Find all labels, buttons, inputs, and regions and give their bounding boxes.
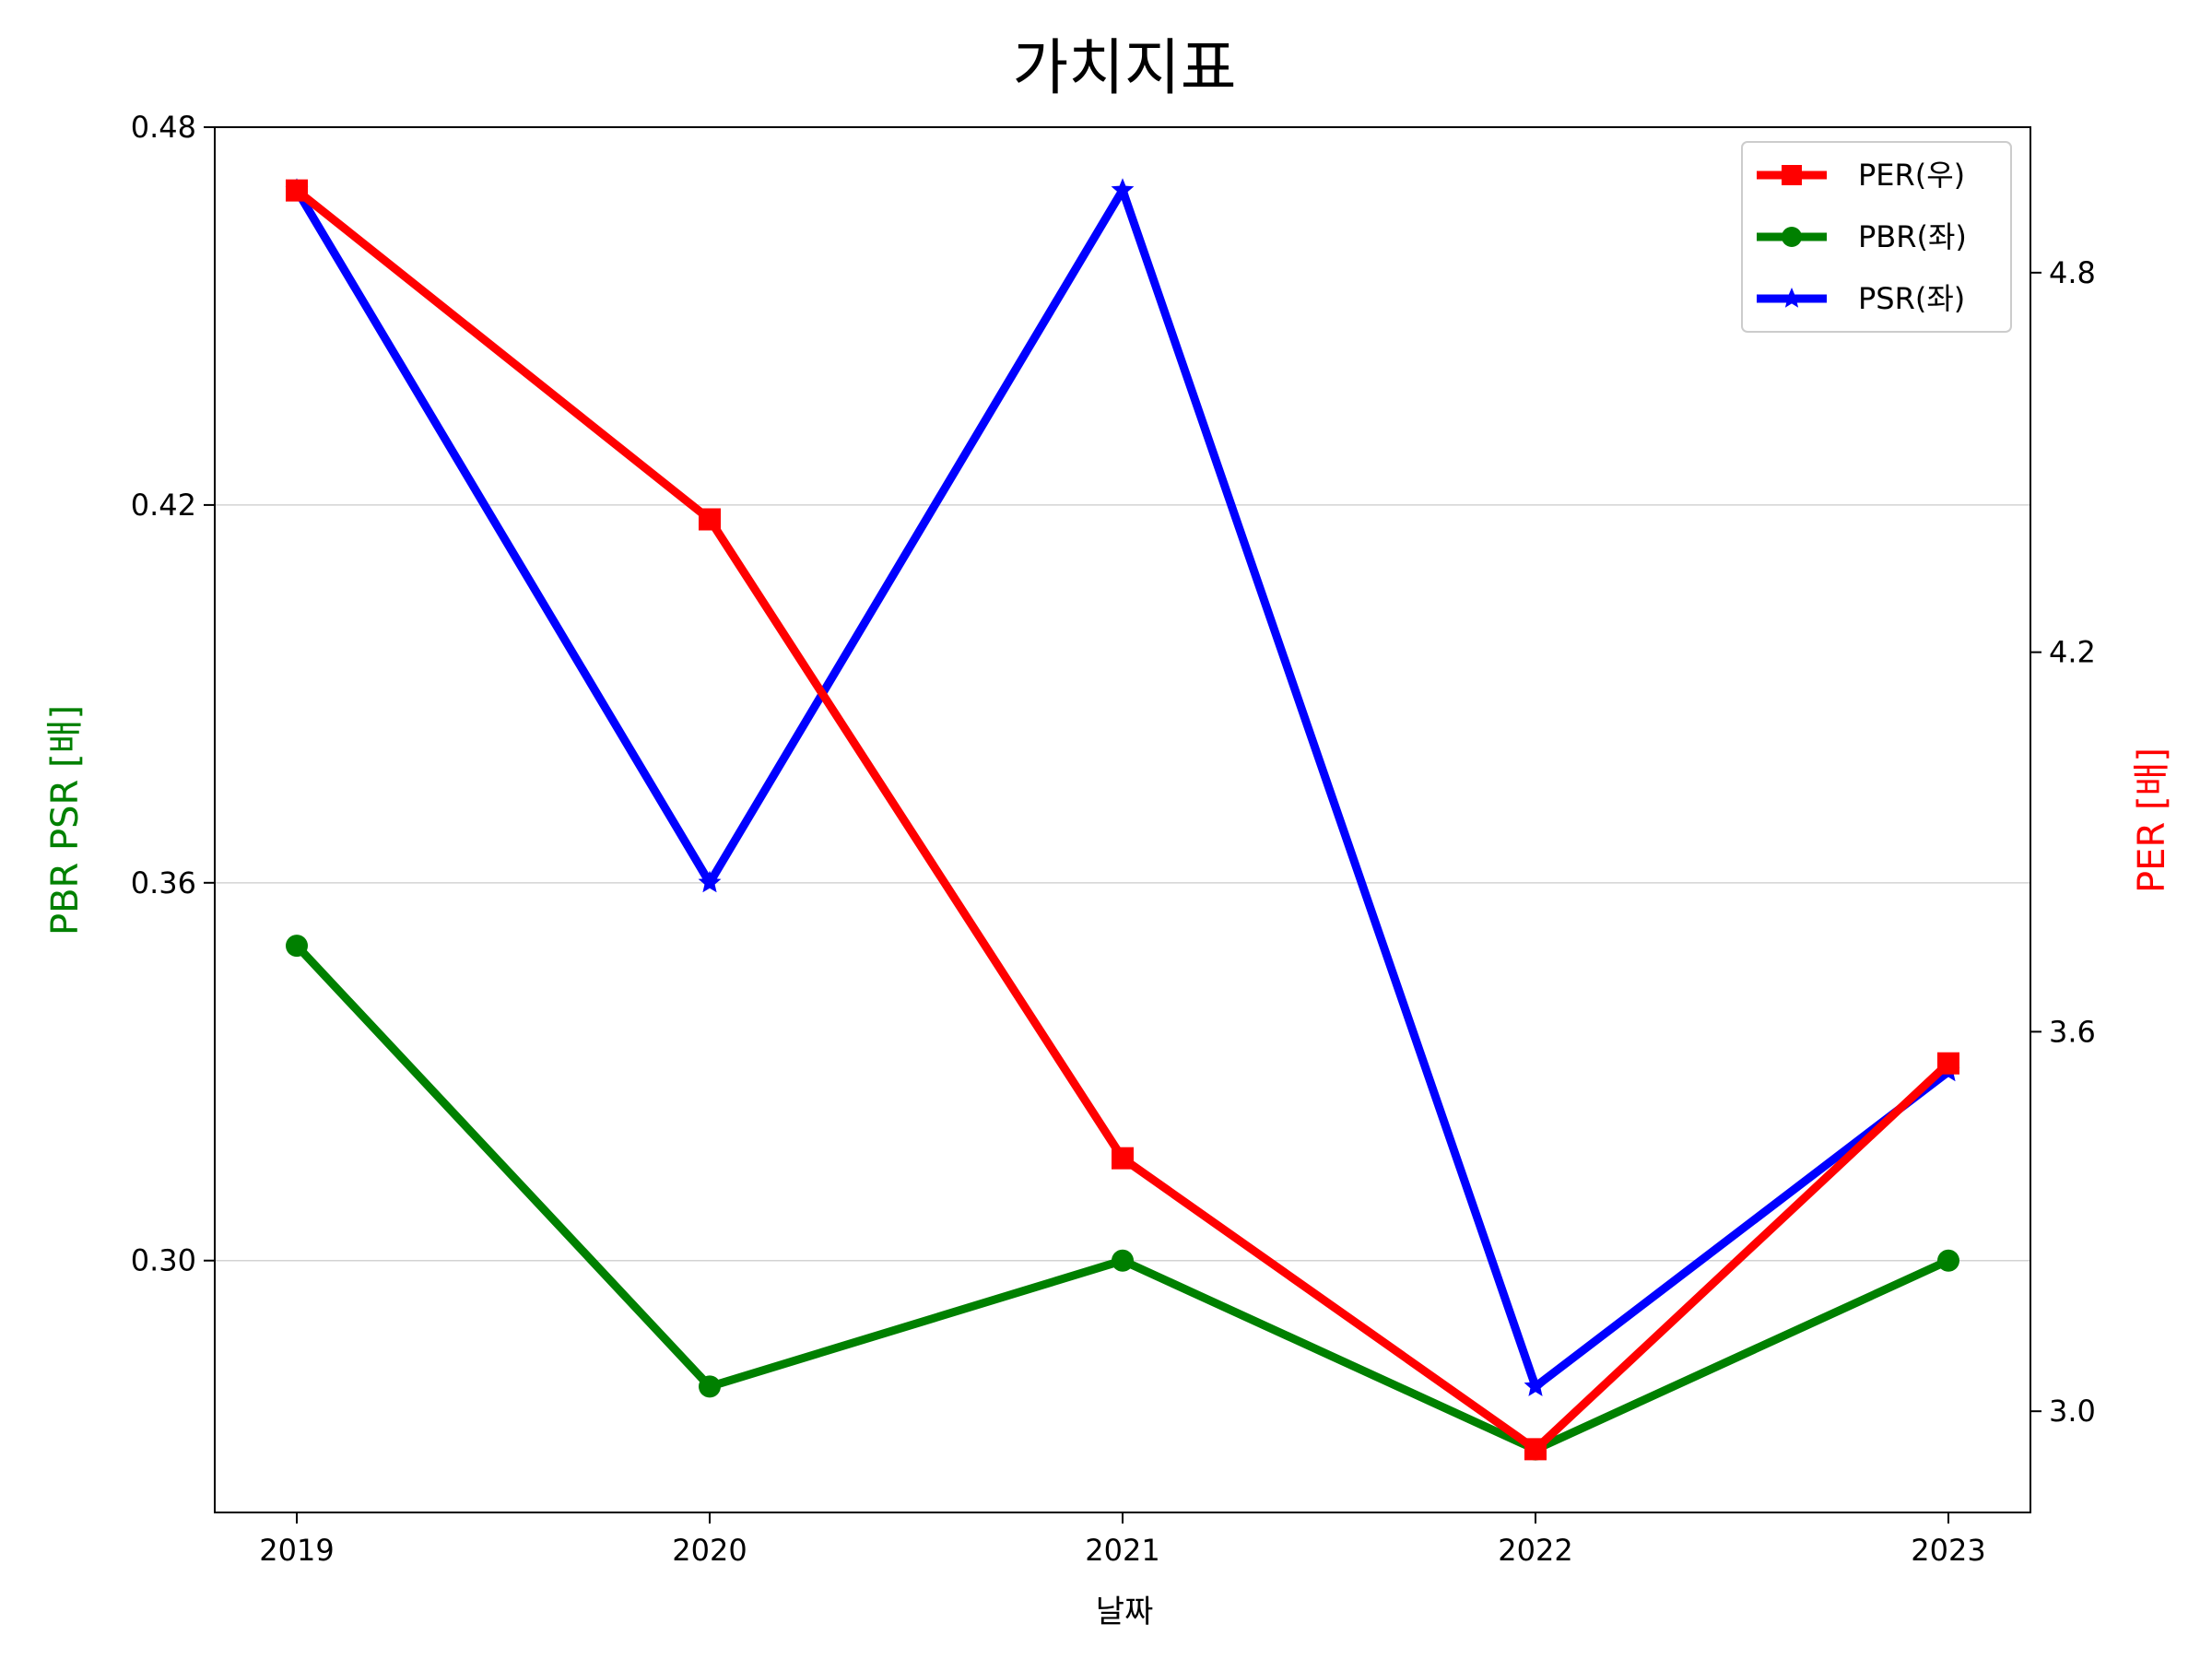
x-tick-label: 2023	[1911, 1533, 1985, 1568]
series-layer	[285, 178, 1960, 1461]
data-point-square	[286, 179, 308, 202]
x-tick-label: 2021	[1085, 1533, 1159, 1568]
right-y-tick-label: 3.6	[2049, 1014, 2096, 1049]
legend-box	[1741, 141, 2012, 333]
right-y-axis-label: PER [배]	[2131, 747, 2173, 893]
data-point-square	[699, 508, 721, 531]
data-point-circle	[1937, 1249, 1959, 1272]
legend-item: PSR(좌)	[1757, 281, 1965, 316]
data-point-square	[1112, 1147, 1134, 1170]
data-point-star	[1781, 288, 1803, 308]
data-point-square	[1524, 1438, 1547, 1461]
x-tick-label: 2019	[259, 1533, 334, 1568]
data-point-circle	[699, 1375, 721, 1398]
data-point-star	[698, 870, 722, 893]
left-y-tick-label: 0.30	[131, 1243, 196, 1278]
left-y-axis-label: PBR PSR [배]	[44, 705, 87, 935]
legend: PER(우) PBR(좌) PSR(좌)	[1741, 141, 2012, 333]
x-axis-label: 날짜	[1096, 1594, 1154, 1630]
left-y-tick-label: 0.48	[131, 110, 196, 145]
left-y-tick-label: 0.42	[131, 488, 196, 523]
legend-label: PER(우)	[1858, 158, 1965, 193]
legend-item: PER(우)	[1757, 158, 1965, 193]
data-point-star	[1111, 178, 1135, 200]
left-y-tick-label: 0.36	[131, 865, 196, 900]
data-point-circle	[1782, 227, 1802, 247]
legend-item: PBR(좌)	[1757, 219, 1967, 254]
legend-label: PBR(좌)	[1858, 219, 1967, 254]
series-PER(우)	[286, 179, 1959, 1461]
right-y-tick-label: 3.0	[2049, 1394, 2096, 1429]
legend-label: PSR(좌)	[1858, 281, 1965, 316]
data-point-square	[1937, 1052, 1959, 1075]
x-tick-label: 2022	[1498, 1533, 1572, 1568]
axes: 0.30 0.36 0.42 0.48 3.0 3.6 4.2 4.8 2019 2020 2021…	[131, 110, 2096, 1568]
data-point-circle	[286, 935, 308, 958]
right-y-tick-label: 4.2	[2049, 635, 2096, 670]
data-point-star	[1524, 1374, 1547, 1396]
right-y-tick-label: 4.8	[2049, 255, 2096, 290]
x-tick-label: 2020	[672, 1533, 747, 1568]
data-point-circle	[1112, 1249, 1134, 1272]
chart-title: 가치지표	[1013, 32, 1237, 103]
data-point-square	[1782, 165, 1802, 185]
